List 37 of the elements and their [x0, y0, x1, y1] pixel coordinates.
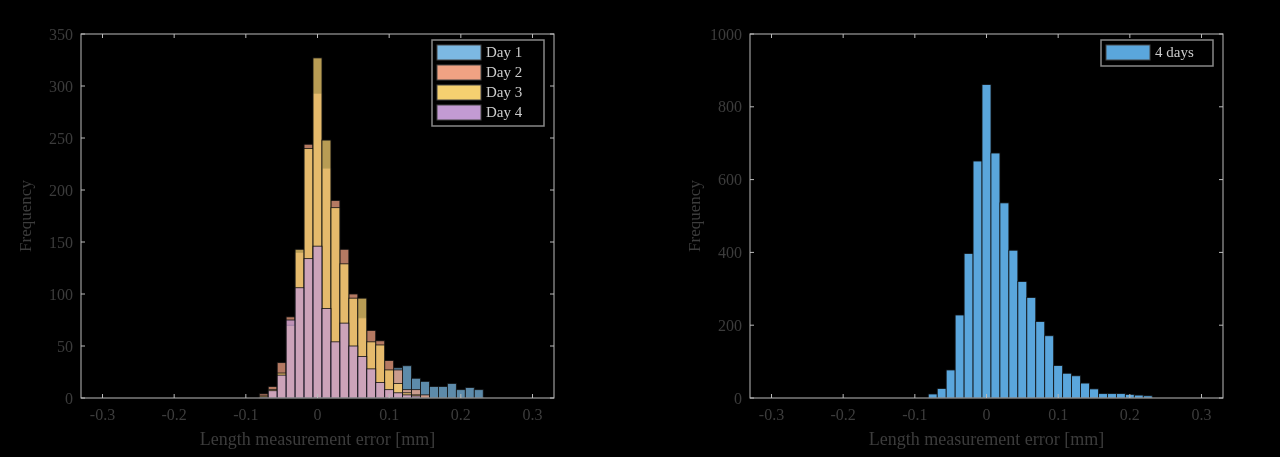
y-tick-label: 200 — [49, 181, 73, 199]
y-tick-label: 150 — [49, 233, 73, 251]
y-tick-label: 800 — [718, 98, 742, 116]
x-tick-label: -0.2 — [830, 406, 856, 423]
x-tick-label: 0.1 — [379, 406, 400, 423]
y-tick-label: 250 — [49, 129, 73, 147]
y-tick-label: 50 — [57, 337, 73, 355]
x-tick-label: -0.2 — [161, 406, 187, 423]
y-tick-label: 300 — [49, 77, 73, 95]
x-tick-label: -0.1 — [902, 406, 928, 423]
y-tick-label: 200 — [718, 316, 742, 334]
x-tick-label: 0 — [313, 406, 322, 423]
x-tick-label: -0.3 — [758, 406, 785, 423]
legend-label: 4 days — [1155, 44, 1194, 60]
legend-label: Day 1 — [486, 44, 523, 60]
y-tick-label: 600 — [718, 171, 742, 189]
legend-label: Day 2 — [486, 64, 523, 80]
x-tick-label: 0.1 — [1048, 406, 1069, 423]
x-tick-label: 0.3 — [1191, 406, 1212, 423]
y-tick-label: 0 — [734, 389, 742, 407]
x-axis-title: Length measurement error [mm] — [199, 429, 436, 449]
x-tick-label: 0.2 — [1119, 406, 1140, 423]
y-tick-label: 350 — [49, 25, 73, 43]
x-tick-label: 0 — [982, 406, 991, 423]
y-tick-label: 100 — [49, 285, 73, 303]
y-axis-title: Frequency — [16, 179, 35, 252]
x-tick-label: 0.2 — [450, 406, 471, 423]
x-tick-label: -0.1 — [233, 406, 259, 423]
y-tick-label: 0 — [65, 389, 73, 407]
x-tick-label: -0.3 — [89, 406, 116, 423]
x-axis-title: Length measurement error [mm] — [868, 429, 1105, 449]
y-tick-label: 400 — [718, 244, 742, 261]
y-axis-title: Frequency — [685, 179, 704, 252]
legend-label: Day 4 — [486, 104, 523, 120]
x-tick-label: 0.3 — [522, 406, 543, 423]
y-tick-label: 1000 — [710, 25, 742, 43]
legend-label: Day 3 — [486, 84, 523, 100]
